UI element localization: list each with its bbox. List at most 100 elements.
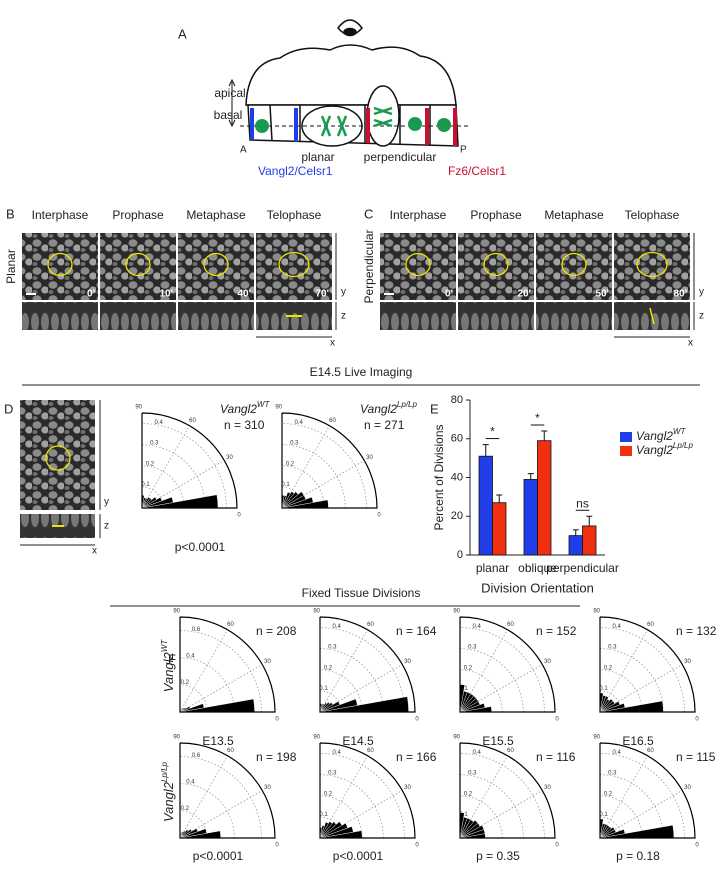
radial-tick-label: 0.6	[192, 627, 201, 633]
epithelium-diagram	[228, 19, 470, 147]
microscopy-image	[178, 233, 254, 300]
radial-tick-label: 0.3	[608, 771, 617, 777]
rose-wedge	[319, 825, 325, 839]
n-label: n = 164	[396, 624, 437, 638]
planar-label: planar	[301, 150, 334, 164]
caption: p = 0.18	[616, 849, 660, 863]
radial-tick-label: 0.2	[604, 665, 613, 671]
rose-wedge	[319, 702, 328, 713]
time-label: 0'	[87, 289, 95, 300]
error-bar	[586, 515, 593, 526]
rose-wedge	[179, 828, 193, 839]
row-label: Perpendicular	[362, 229, 376, 303]
error-bar	[482, 444, 489, 457]
rose-wedge	[179, 830, 186, 839]
angle-tick-label: 0	[275, 717, 279, 723]
radial-grid	[599, 795, 643, 839]
time-label: 20'	[517, 289, 531, 300]
legend-swatch	[620, 432, 632, 442]
angle-tick-label: 30	[226, 455, 233, 461]
cell-outline	[278, 251, 310, 278]
allele: WT	[257, 400, 271, 409]
xz-image	[458, 302, 534, 330]
y-tick-label: 40	[451, 471, 463, 483]
radial-tick-label: 0.1	[281, 482, 290, 488]
radial-grid	[599, 627, 685, 713]
radial-tick-label: 0.3	[608, 645, 617, 651]
axis-label: y	[341, 287, 346, 298]
angle-tick-label: 30	[264, 659, 271, 665]
radial-grid	[319, 669, 363, 713]
caption: E15.5	[482, 734, 514, 748]
panel-label: E	[430, 401, 439, 416]
y-tick-label: 0	[457, 549, 463, 561]
radial-tick-label: 0.4	[295, 420, 304, 426]
radial-grid	[319, 648, 384, 713]
microscopy-image	[22, 233, 98, 300]
radial-tick-label: 0.2	[604, 791, 613, 797]
legend-swatch	[620, 446, 632, 456]
radial-grid	[599, 774, 664, 839]
bar	[582, 525, 597, 556]
rose-wedge	[141, 496, 151, 509]
angle-tick-label: 90	[135, 405, 142, 411]
rose-frame	[599, 742, 696, 839]
radial-tick-label: 0.4	[155, 420, 164, 426]
time-label: 50'	[595, 289, 609, 300]
radial-grid	[281, 465, 325, 509]
gene: Vangl2	[636, 429, 673, 443]
caption: p<0.0001	[193, 849, 244, 863]
microscopy-image	[100, 233, 176, 300]
radial-tick-label: 0.4	[613, 624, 622, 630]
angle-tick-label: 30	[544, 659, 551, 665]
error-bar	[527, 473, 534, 480]
radial-tick-label: 0.3	[150, 441, 159, 447]
n-label: n = 115	[676, 750, 716, 764]
radial-tick-label: 0.4	[613, 750, 622, 756]
angle-tick-label: 90	[313, 735, 320, 741]
angle-tick-label: 90	[173, 609, 180, 615]
rose-frame	[141, 412, 238, 509]
xz-image	[178, 302, 254, 330]
angle-tick-label: 30	[404, 785, 411, 791]
x-axis-label: Division Orientation	[481, 580, 594, 595]
rose-wedge	[459, 819, 479, 839]
angle-tick-label: 90	[313, 609, 320, 615]
rose-frame	[459, 742, 556, 839]
gene: Vangl2	[161, 781, 176, 822]
radial-tick-label: 0.4	[333, 624, 342, 630]
angle-tick-label: 90	[593, 609, 600, 615]
rose-wedge	[281, 491, 305, 509]
phase-label: Metaphase	[544, 208, 604, 222]
rose-wedge	[319, 821, 329, 839]
axis-label: z	[104, 521, 109, 532]
significance-label: ns	[576, 496, 589, 510]
rose-frame	[459, 616, 556, 713]
angle-tick-label: 60	[367, 748, 374, 754]
rose-wedge	[319, 821, 343, 839]
radial-grid	[459, 774, 524, 839]
panel-label: C	[364, 206, 373, 221]
gene: Vangl2	[360, 402, 397, 416]
angle-tick-label: 30	[684, 785, 691, 791]
radial-tick-label: 0.1	[599, 812, 608, 818]
angle-tick-label: 0	[415, 843, 419, 849]
angle-tick-label: 60	[647, 622, 654, 628]
allele: WT	[160, 639, 169, 653]
rose-wedge	[459, 825, 485, 839]
n-label: n = 152	[536, 624, 577, 638]
axis-label: x	[688, 338, 693, 349]
microscopy-image	[614, 233, 690, 300]
axis-label: x	[330, 338, 335, 349]
rose-wedge	[281, 491, 291, 509]
phase-label: Prophase	[112, 208, 164, 222]
phase-label: Telophase	[267, 208, 322, 222]
n-label: n = 208	[256, 624, 297, 638]
angle-tick-label: 30	[366, 455, 373, 461]
division-axis	[649, 307, 655, 325]
radial-tick-label: 0.4	[186, 779, 195, 785]
xz-image	[22, 302, 98, 330]
angle-grid	[179, 629, 228, 713]
angle-tick-label: 30	[544, 785, 551, 791]
rose-wedge	[319, 821, 337, 839]
